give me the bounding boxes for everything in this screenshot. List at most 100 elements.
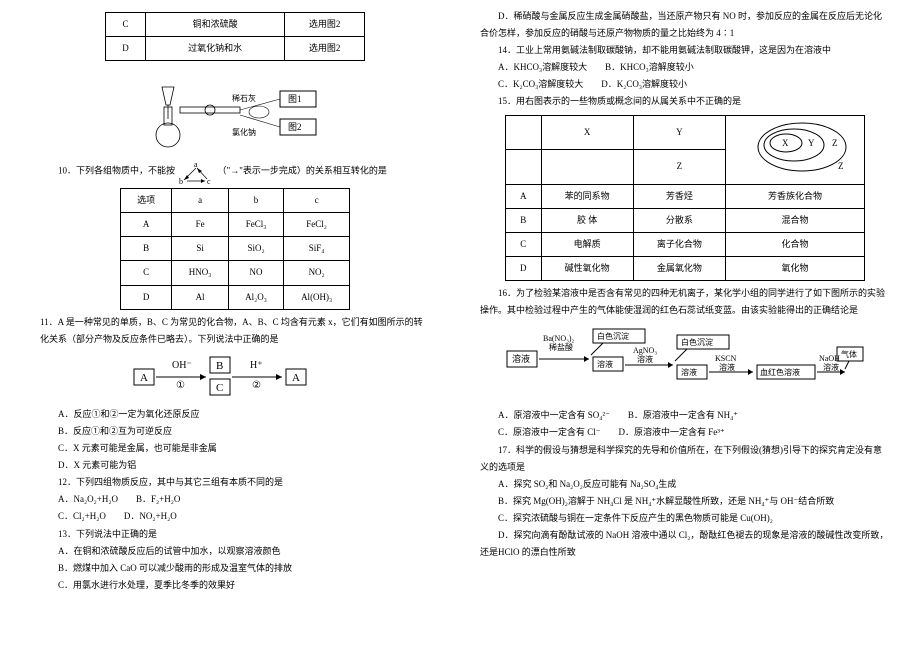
cell: a bbox=[172, 189, 228, 213]
cell: B bbox=[506, 208, 542, 232]
table-row: C电解质离子化合物化合物 bbox=[506, 232, 865, 256]
svg-text:溶液: 溶液 bbox=[637, 354, 653, 364]
cell: Al₂O₃ bbox=[228, 285, 283, 309]
svg-text:X: X bbox=[782, 138, 789, 148]
cell: 金属氧化物 bbox=[633, 256, 725, 280]
svg-text:Z: Z bbox=[838, 161, 844, 171]
q17-optB: B．探究 Mg(OH)₂溶解于 NH₄Cl 是 NH₄⁺水解显酸性所致，还是 N… bbox=[480, 493, 890, 510]
q16-optAB: A．原溶液中一定含有 SO₄²⁻ B．原溶液中一定含有 NH₄⁺ bbox=[480, 407, 890, 424]
fig-label: 氯化钠 bbox=[232, 127, 256, 137]
svg-text:溶液: 溶液 bbox=[681, 367, 697, 377]
q11-optB: B．反应①和②互为可逆反应 bbox=[40, 423, 430, 440]
table-row: C 铜和浓硫酸 选用图2 bbox=[106, 13, 365, 37]
q-table-cd: C 铜和浓硫酸 选用图2 D 过氧化钠和水 选用图2 bbox=[105, 12, 365, 61]
cell bbox=[541, 150, 633, 185]
q15-table: X Y X Y Z Z Z A苯的同系物芳香烃芳香族化合物 B胶 体分散系混合物… bbox=[505, 115, 865, 281]
cell: 胶 体 bbox=[541, 208, 633, 232]
cell: 氧化物 bbox=[726, 256, 865, 280]
q14-stem: 14．工业上常用氨碱法制取碳酸钠，却不能用氨碱法制取碳酸钾，这是因为在溶液中 bbox=[480, 42, 890, 59]
svg-text:H⁺: H⁺ bbox=[250, 360, 263, 371]
cell: b bbox=[228, 189, 283, 213]
svg-text:a: a bbox=[194, 160, 198, 169]
table-row: A苯的同系物芳香烃芳香族化合物 bbox=[506, 184, 865, 208]
q10-text2: （"→"表示一步完成）的关系相互转化的是 bbox=[218, 166, 387, 176]
cell: A bbox=[121, 213, 172, 237]
apparatus-figure: 稀石灰 图1 氯化钠 图2 bbox=[40, 67, 430, 153]
venn-cell: X Y Z Z bbox=[726, 115, 865, 184]
q17-optA: A．探究 SO₂和 Na₂O₂反应可能有 Na₂SO₄生成 bbox=[480, 476, 890, 493]
q11-optC: C．X 元素可能是金属，也可能是非金属 bbox=[40, 440, 430, 457]
cell: D bbox=[106, 37, 146, 61]
cell: 苯的同系物 bbox=[541, 184, 633, 208]
q11-stem: 11．A 是一种常见的单质，B、C 为常见的化合物，A、B、C 均含有元素 x，… bbox=[40, 314, 430, 348]
cell: c bbox=[284, 189, 350, 213]
q13-stem: 13．下列说法中正确的是 bbox=[40, 526, 430, 543]
cell: 芳香烃 bbox=[633, 184, 725, 208]
cell: 铜和浓硫酸 bbox=[145, 13, 284, 37]
cell: X bbox=[541, 115, 633, 150]
svg-text:溶液: 溶液 bbox=[512, 353, 530, 364]
q11-diagram: A OH⁻ ① B C H⁺ ② A bbox=[40, 354, 430, 400]
q13-optC: C．用氯水进行水处理，夏季比冬季的效果好 bbox=[40, 577, 430, 594]
table-row: D 过氧化钠和水 选用图2 bbox=[106, 37, 365, 61]
cell: Fe bbox=[172, 213, 228, 237]
table-row: 选项 a b c bbox=[121, 189, 350, 213]
cell: 电解质 bbox=[541, 232, 633, 256]
q12-optCD: C．Cl₂+H₂O D．NO₂+H₂O bbox=[40, 508, 430, 525]
cell: D bbox=[121, 285, 172, 309]
cell: 化合物 bbox=[726, 232, 865, 256]
cell: A bbox=[506, 184, 542, 208]
table-row: BSiSiO₂SiF₄ bbox=[121, 237, 350, 261]
svg-text:b: b bbox=[179, 177, 183, 184]
table-row: B胶 体分散系混合物 bbox=[506, 208, 865, 232]
cell: NO bbox=[228, 261, 283, 285]
cell: Si bbox=[172, 237, 228, 261]
cell: 碱性氧化物 bbox=[541, 256, 633, 280]
q12-stem: 12．下列四组物质反应，其中与其它三组有本质不同的是 bbox=[40, 474, 430, 491]
cell: C bbox=[106, 13, 146, 37]
svg-text:气体: 气体 bbox=[841, 349, 857, 359]
svg-text:C: C bbox=[216, 382, 223, 394]
q14-optAB: A．KHCO₃溶解度较大 B．KHCO₃溶解度较小 bbox=[480, 59, 890, 76]
cell: Y bbox=[633, 115, 725, 150]
fig-label: 稀石灰 bbox=[232, 93, 256, 103]
svg-text:OH⁻: OH⁻ bbox=[172, 360, 192, 371]
q10-text1: 10．下列各组物质中，不能按 bbox=[58, 166, 175, 176]
q13-optA: A．在铜和浓硫酸反应后的试管中加水，以观察溶液颜色 bbox=[40, 543, 430, 560]
q10-table: 选项 a b c AFeFeCl₃FeCl₂ BSiSiO₂SiF₄ CHNO₃… bbox=[120, 188, 350, 309]
svg-text:溶液: 溶液 bbox=[823, 362, 839, 372]
q11-svg: A OH⁻ ① B C H⁺ ② A bbox=[130, 354, 340, 400]
right-column: D．稀硝酸与金属反应生成金属硝酸盐，当还原产物只有 NO 时，参加反应的金属在反… bbox=[460, 0, 920, 651]
q11-optD: D．X 元素可能为铝 bbox=[40, 457, 430, 474]
q16-flow: 溶液 Ba(NO₃)₂ 稀盐酸 白色沉淀 溶液 AgNO₃ 溶液 白色沉淀 溶液… bbox=[480, 325, 890, 401]
cell bbox=[506, 150, 542, 185]
cell: B bbox=[121, 237, 172, 261]
q13-optD: D．稀硝酸与金属反应生成金属硝酸盐，当还原产物只有 NO 时，参加反应的金属在反… bbox=[480, 8, 890, 42]
table-row: AFeFeCl₃FeCl₂ bbox=[121, 213, 350, 237]
cell: C bbox=[506, 232, 542, 256]
cell: Al(OH)₃ bbox=[284, 285, 350, 309]
cell bbox=[506, 115, 542, 150]
svg-text:AgNO₃: AgNO₃ bbox=[633, 346, 657, 355]
apparatus-svg: 稀石灰 图1 氯化钠 图2 bbox=[140, 67, 330, 153]
svg-text:溶液: 溶液 bbox=[719, 362, 735, 372]
fig-box-label: 图1 bbox=[288, 94, 302, 104]
q17-stem: 17．科学的假设与猜想是科学探究的先导和价值所在，在下列假设(猜想)引导下的探究… bbox=[480, 442, 890, 476]
q16-stem: 16．为了检验某溶液中是否含有常见的四种无机离子，某化学小组的同学进行了如下图所… bbox=[480, 285, 890, 319]
triangle-icon: a b c bbox=[177, 159, 215, 184]
q13-optB: B．燃煤中加入 CaO 可以减少酸雨的形成及温室气体的排放 bbox=[40, 560, 430, 577]
cell: NO₂ bbox=[284, 261, 350, 285]
cell: 选项 bbox=[121, 189, 172, 213]
venn-icon: X Y Z Z bbox=[740, 119, 850, 175]
cell: 混合物 bbox=[726, 208, 865, 232]
q14-optCD: C．K₂CO₃溶解度较大 D．K₂CO₃溶解度较小 bbox=[480, 76, 890, 93]
svg-text:Ba(NO₃)₂: Ba(NO₃)₂ bbox=[543, 334, 575, 343]
cell: Z bbox=[633, 150, 725, 185]
svg-text:②: ② bbox=[252, 380, 261, 391]
cell: SiO₂ bbox=[228, 237, 283, 261]
svg-text:c: c bbox=[207, 177, 211, 184]
table-row: DAlAl₂O₃Al(OH)₃ bbox=[121, 285, 350, 309]
cell: SiF₄ bbox=[284, 237, 350, 261]
svg-text:KSCN: KSCN bbox=[715, 354, 737, 363]
cell: 离子化合物 bbox=[633, 232, 725, 256]
